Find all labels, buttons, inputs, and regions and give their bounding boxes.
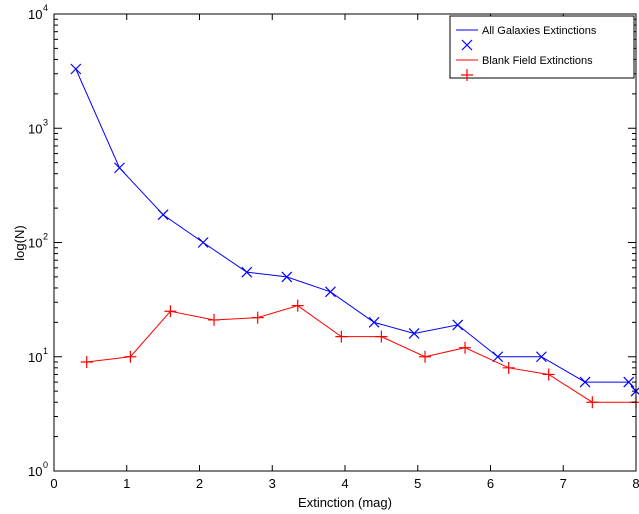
- x-tick-label-3: 3: [269, 476, 276, 491]
- y-tick-base-2: 10: [28, 236, 42, 251]
- y-tick-exponent-0: 0: [43, 460, 48, 470]
- x-tick-label-7: 7: [560, 476, 567, 491]
- y-tick-label-0: 10 0: [28, 460, 48, 479]
- y-tick-exponent-3: 3: [43, 117, 48, 127]
- x-tick-label-5: 5: [414, 476, 421, 491]
- series-1-point-5: [291, 299, 304, 312]
- y-tick-label-2: 10 2: [28, 232, 48, 251]
- series-0-point-12: [579, 376, 591, 388]
- series-1-point-10: [502, 361, 515, 374]
- y-tick-exponent-4: 4: [43, 3, 48, 13]
- x-tick-label-1: 1: [123, 476, 130, 491]
- series-0-point-2: [157, 209, 169, 221]
- series-0-point-4: [241, 266, 253, 278]
- series-0-point-7: [368, 316, 380, 328]
- series-1-point-12: [586, 396, 599, 409]
- y-tick-label-1: 10 1: [28, 346, 48, 365]
- series-0-point-5: [281, 271, 293, 283]
- y-tick-base-0: 10: [28, 464, 42, 479]
- y-tick-exponent-1: 1: [43, 346, 48, 356]
- y-tick-base-3: 10: [28, 121, 42, 136]
- series-0-point-6: [325, 286, 336, 298]
- x-tick-label-8: 8: [632, 476, 639, 491]
- legend-marker-0: [461, 39, 473, 51]
- y-tick-exponent-2: 2: [43, 232, 48, 242]
- series-1-point-1: [124, 350, 137, 363]
- x-tick-label-2: 2: [196, 476, 203, 491]
- legend-label-0: All Galaxies Extinctions: [482, 25, 597, 37]
- series-0-point-0: [70, 63, 82, 75]
- y-tick-base-1: 10: [28, 350, 42, 365]
- series-0-point-10: [492, 351, 504, 363]
- series-0-point-8: [408, 328, 420, 339]
- legend: All Galaxies Extinctions Blank Field Exti…: [449, 15, 635, 81]
- series-1-point-9: [459, 341, 472, 354]
- legend-marker-1: [461, 69, 473, 81]
- y-tick-label-4: 10 4: [28, 3, 48, 22]
- series-0-point-3: [197, 237, 209, 248]
- series-0-point-9: [452, 319, 464, 331]
- series-1-point-7: [375, 330, 388, 343]
- series-0-point-11: [536, 351, 547, 363]
- y-tick-base-4: 10: [28, 7, 42, 22]
- series-0-point-1: [114, 162, 125, 174]
- legend-label-1: Blank Field Extinctions: [482, 55, 593, 67]
- legend-box: [449, 15, 635, 79]
- series-1-point-2: [164, 305, 177, 318]
- series-1-point-8: [419, 350, 432, 363]
- series-line-1: [86, 305, 636, 403]
- x-tick-label-4: 4: [341, 476, 348, 491]
- series-1-point-11: [542, 368, 555, 381]
- series-1-point-6: [335, 330, 348, 343]
- plot-area: [70, 63, 639, 409]
- series-0-point-13: [623, 376, 635, 388]
- y-axis-label: log(N): [12, 225, 27, 260]
- series-1-point-3: [208, 313, 221, 326]
- x-tick-label-6: 6: [487, 476, 494, 491]
- x-tick-label-0: 0: [50, 476, 57, 491]
- x-axis-label: Extinction (mag): [298, 495, 392, 510]
- series-1-point-0: [80, 355, 93, 368]
- y-tick-label-3: 10 3: [28, 117, 48, 136]
- series-1-point-4: [251, 311, 264, 324]
